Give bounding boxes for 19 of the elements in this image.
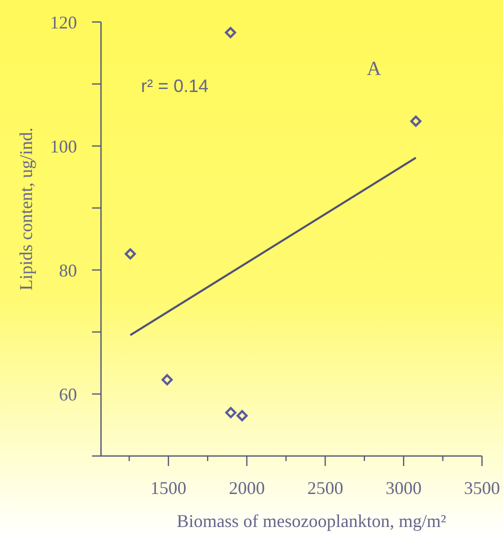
point xyxy=(124,248,136,260)
annotation: A xyxy=(366,58,382,80)
y-tick-label: 60 xyxy=(59,384,77,404)
point xyxy=(162,374,173,386)
x-tick-label: 3500 xyxy=(464,478,500,498)
x-axis-title: Biomass of mesozooplankton, mg/m² xyxy=(176,511,446,531)
y-axis-title: Lipids content, ug/ind. xyxy=(16,128,36,290)
point xyxy=(410,116,422,127)
x-tick-label: 3000 xyxy=(386,478,422,498)
y-tick-label: 120 xyxy=(50,12,77,32)
point xyxy=(236,410,248,422)
y-tick-label: 100 xyxy=(50,136,77,156)
y-tick-label: 80 xyxy=(59,260,77,280)
x-tick-label: 2000 xyxy=(228,478,265,498)
annotation: r² = 0.14 xyxy=(141,76,209,96)
x-tick-label: 2500 xyxy=(307,478,344,498)
point xyxy=(224,26,236,38)
point xyxy=(225,407,236,418)
x-tick-label: 1500 xyxy=(150,478,186,498)
